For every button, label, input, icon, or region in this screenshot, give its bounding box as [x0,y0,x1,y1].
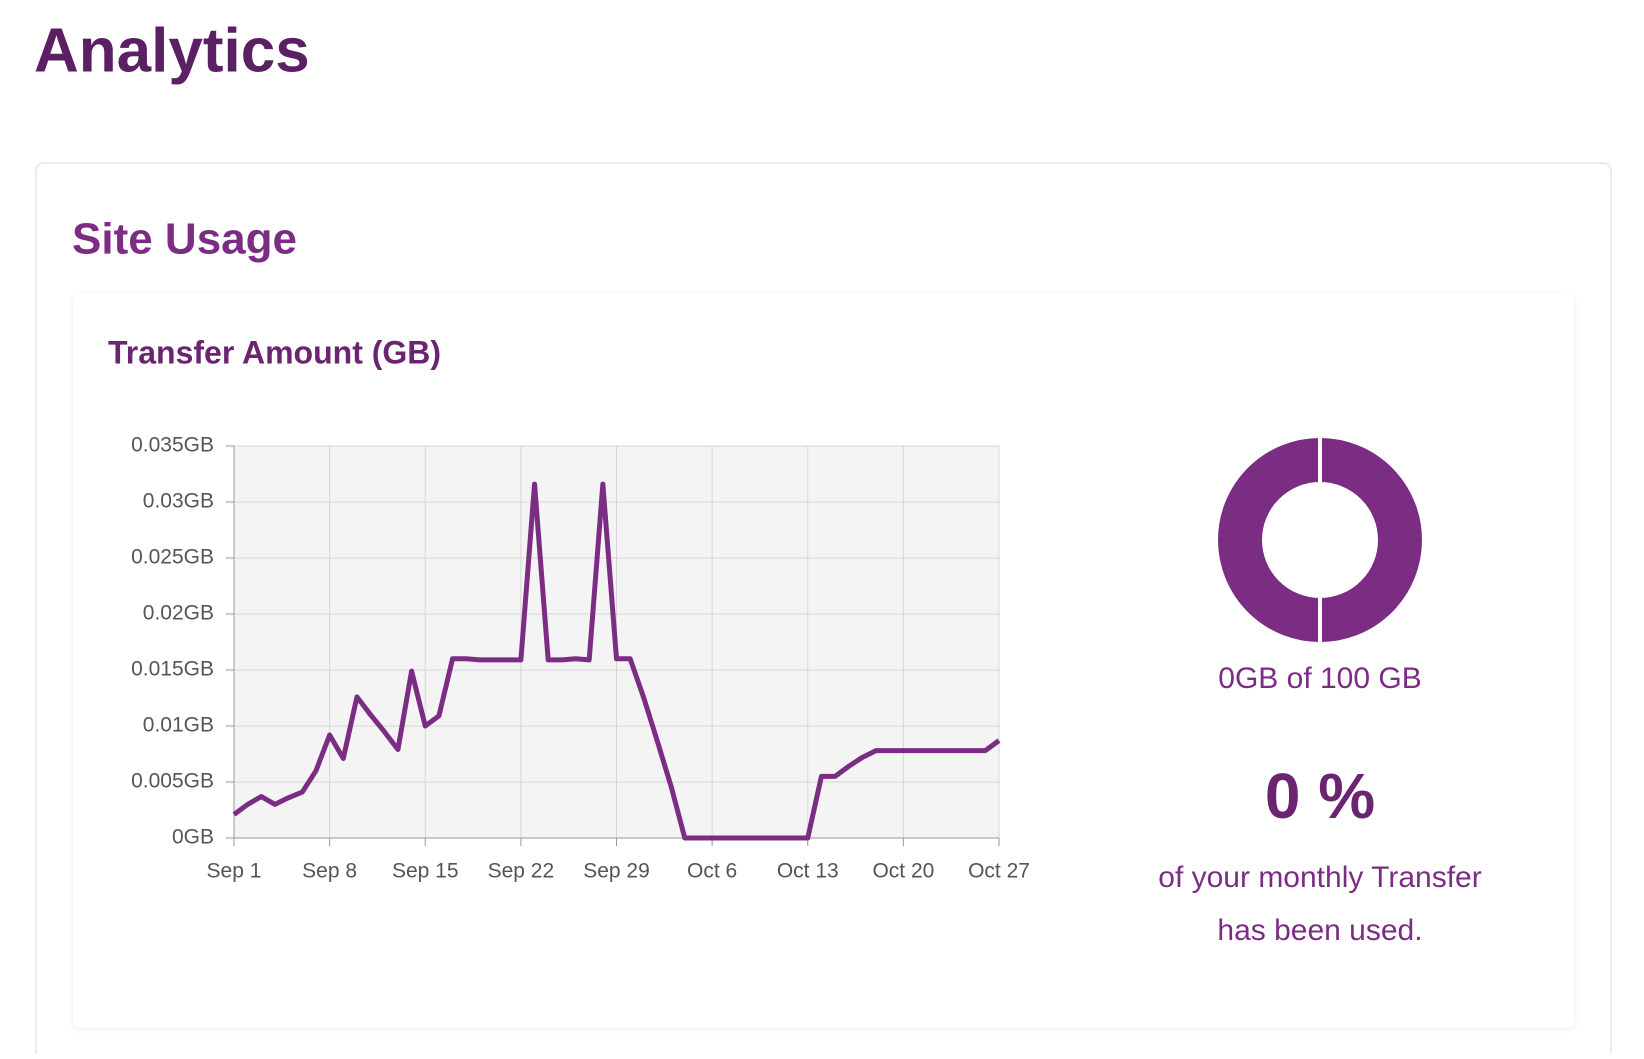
y-tick-label: 0.035GB [131,434,214,457]
donut-slice [1214,433,1426,647]
usage-note: of your monthly Transfer [1158,861,1481,894]
x-tick-label: Sep 1 [207,860,262,883]
usage-caption: 0GB of 100 GB [1218,662,1421,695]
y-tick-label: 0GB [172,826,214,849]
y-tick-label: 0.01GB [143,714,214,737]
x-tick-label: Sep 29 [583,860,650,883]
x-tick-label: Sep 8 [302,860,357,883]
y-tick-label: 0.015GB [131,658,214,681]
y-tick-label: 0.005GB [131,770,214,793]
x-tick-label: Sep 22 [488,860,555,883]
x-tick-label: Sep 15 [392,860,459,883]
x-tick-label: Oct 13 [777,860,839,883]
x-tick-label: Oct 20 [872,860,934,883]
x-tick-label: Oct 6 [687,860,737,883]
y-tick-label: 0.02GB [143,602,214,625]
y-tick-label: 0.03GB [143,490,214,513]
data-line [232,481,1001,841]
usage-note: has been used. [1217,914,1422,947]
y-tick-label: 0.025GB [131,546,214,569]
chart-title: Transfer Amount (GB) [108,334,441,370]
usage-percent: 0 % [1265,760,1375,832]
x-tick-label: Oct 27 [968,860,1030,883]
page-title: Analytics [34,16,310,85]
section-title: Site Usage [72,215,297,264]
